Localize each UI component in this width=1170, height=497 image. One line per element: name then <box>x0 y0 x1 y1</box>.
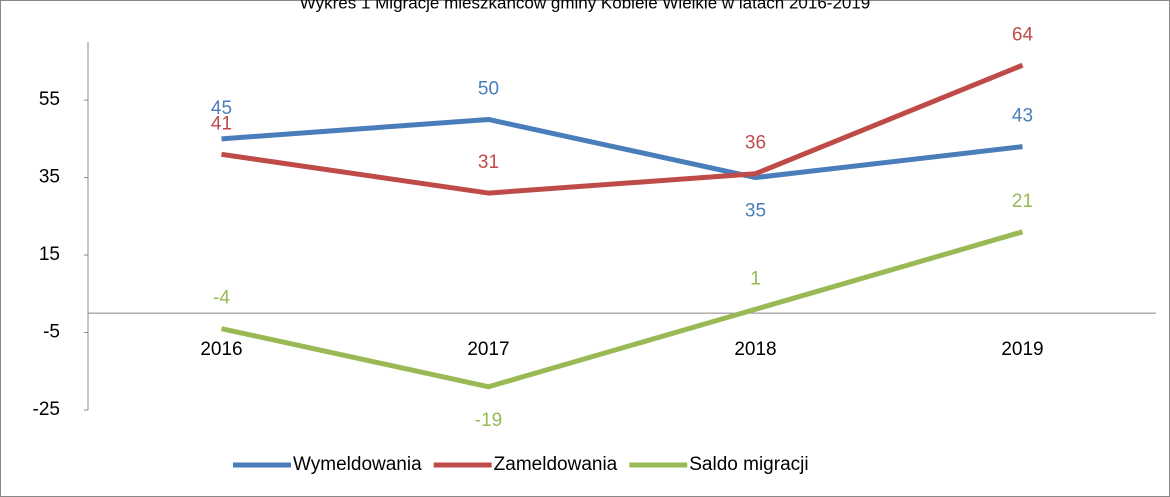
data-label: 64 <box>1012 24 1034 45</box>
data-label: -4 <box>213 288 230 309</box>
x-tick-label: 2018 <box>734 339 776 360</box>
y-tick-label: 35 <box>39 167 60 188</box>
x-tick-label: 2016 <box>200 339 242 360</box>
y-tick-label: -5 <box>43 322 60 343</box>
data-label: 35 <box>745 201 766 222</box>
data-label: 50 <box>478 78 499 99</box>
series-line <box>221 116 1023 181</box>
x-tick-label: 2019 <box>1001 339 1043 360</box>
y-tick-label: 55 <box>39 89 60 110</box>
y-tick-label: -25 <box>33 399 60 420</box>
legend-label: Saldo migracji <box>689 454 808 475</box>
data-label: 43 <box>1012 106 1033 127</box>
data-label: 45 <box>211 98 232 119</box>
x-tick-label: 2017 <box>467 339 509 360</box>
data-label: 41 <box>211 113 232 134</box>
legend-label: Wymeldowania <box>293 454 422 475</box>
y-tick-label: 15 <box>39 244 60 265</box>
data-label: 31 <box>478 152 499 173</box>
series-line <box>220 229 1024 390</box>
data-label: 1 <box>750 268 761 289</box>
data-label: -19 <box>475 410 502 431</box>
legend-label: Zameldowania <box>494 454 618 475</box>
data-label: 36 <box>745 133 766 154</box>
chart-title: Wykres 1 Migracje mieszkańców gminy Kobi… <box>300 0 871 12</box>
data-label: 21 <box>1012 191 1033 212</box>
series-line <box>221 62 1024 196</box>
